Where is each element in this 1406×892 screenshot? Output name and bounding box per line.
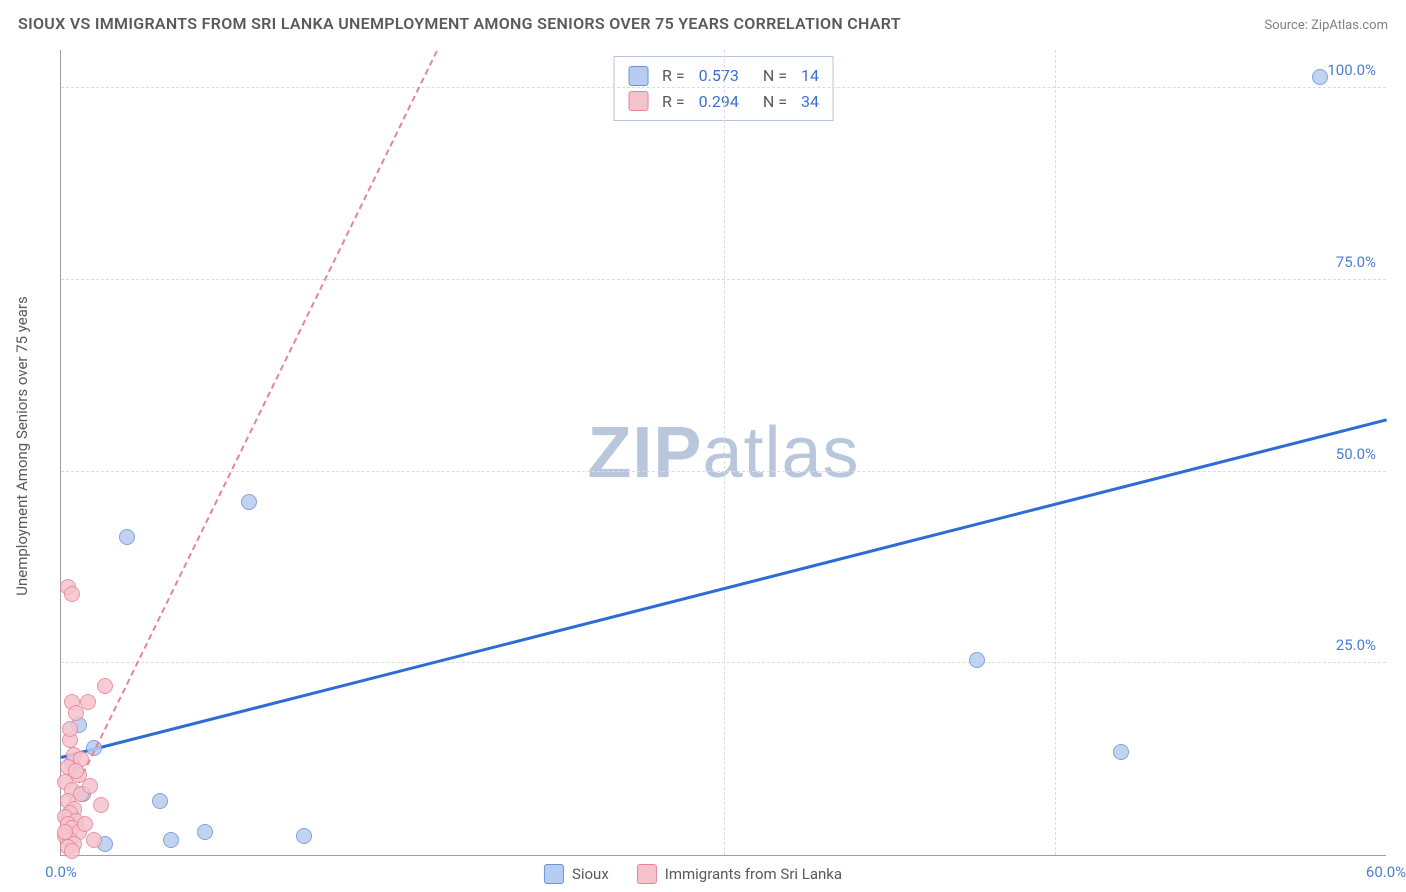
- n-value: 34: [801, 89, 819, 115]
- gridline-x: [724, 50, 725, 855]
- data-point-srilanka: [82, 778, 98, 794]
- legend-swatch: [637, 864, 657, 884]
- data-point-srilanka: [93, 797, 109, 813]
- data-point-srilanka: [62, 721, 78, 737]
- data-point-sioux: [163, 832, 179, 848]
- y-tick-label: 75.0%: [1336, 253, 1376, 271]
- data-point-sioux: [152, 793, 168, 809]
- trend-line-srilanka: [60, 51, 437, 819]
- x-tick-label: 60.0%: [1366, 863, 1406, 881]
- legend-swatch: [628, 66, 648, 86]
- n-label: N =: [763, 63, 787, 89]
- legend-swatch: [628, 91, 648, 111]
- data-point-sioux: [241, 494, 257, 510]
- data-point-sioux: [969, 652, 985, 668]
- data-point-srilanka: [77, 816, 93, 832]
- scatter-plot: ZIPatlas R =0.573N =14R =0.294N =34 25.0…: [60, 50, 1386, 856]
- n-label: N =: [763, 89, 787, 115]
- r-label: R =: [662, 63, 685, 89]
- chart-title: SIOUX VS IMMIGRANTS FROM SRI LANKA UNEMP…: [18, 14, 901, 33]
- n-value: 14: [801, 63, 819, 89]
- data-point-sioux: [1312, 69, 1328, 85]
- legend-label-sioux: Sioux: [572, 865, 609, 883]
- data-point-srilanka: [80, 694, 96, 710]
- r-value: 0.294: [699, 89, 739, 115]
- y-tick-label: 25.0%: [1336, 636, 1376, 654]
- y-tick-label: 100.0%: [1327, 61, 1376, 79]
- legend-swatch: [544, 864, 564, 884]
- data-point-srilanka: [86, 832, 102, 848]
- legend-label-srilanka: Immigrants from Sri Lanka: [665, 865, 842, 883]
- r-value: 0.573: [699, 63, 739, 89]
- data-point-sioux: [1113, 744, 1129, 760]
- r-label: R =: [662, 89, 685, 115]
- source-link[interactable]: ZipAtlas.com: [1311, 18, 1388, 33]
- data-point-srilanka: [64, 586, 80, 602]
- data-point-srilanka: [97, 678, 113, 694]
- data-point-srilanka: [57, 824, 73, 840]
- y-tick-label: 50.0%: [1336, 445, 1376, 463]
- x-tick-label: 0.0%: [45, 863, 77, 881]
- series-legend: Sioux Immigrants from Sri Lanka: [544, 864, 862, 884]
- data-point-srilanka: [68, 763, 84, 779]
- source-label: Source: ZipAtlas.com: [1264, 18, 1388, 33]
- y-axis-label: Unemployment Among Seniors over 75 years: [13, 296, 31, 595]
- data-point-srilanka: [64, 843, 80, 859]
- data-point-sioux: [197, 824, 213, 840]
- gridline-x: [1055, 50, 1056, 855]
- data-point-sioux: [119, 529, 135, 545]
- data-point-sioux: [296, 828, 312, 844]
